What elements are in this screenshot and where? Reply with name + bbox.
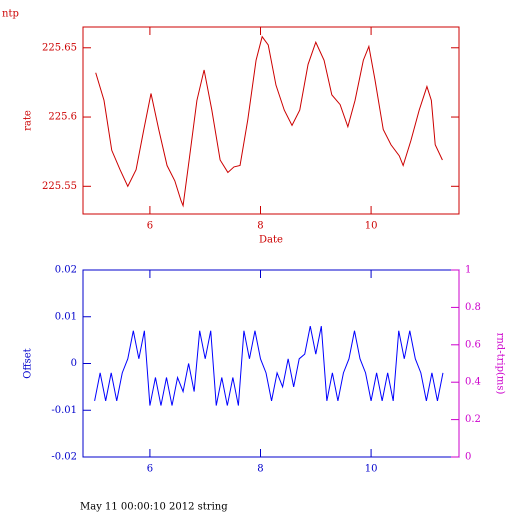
y2-tick-label: 0 — [465, 452, 471, 463]
plot-frame — [82, 26, 460, 215]
y-tick-label: 225.6 — [48, 112, 77, 123]
y-axis-label: rate — [23, 110, 34, 131]
x-tick-label: 8 — [257, 464, 263, 475]
y2-tick-label: 0.8 — [465, 302, 481, 313]
y-tick-label: -0.01 — [51, 405, 77, 416]
footer: May 11 00:00:10 2012 string — [80, 502, 228, 512]
x-axis-label: Date — [259, 235, 283, 246]
y-axis-label: Offset — [23, 348, 34, 378]
x-tick-label: 6 — [147, 221, 153, 232]
plot-frame — [82, 269, 460, 458]
x-tick-label: 10 — [365, 464, 378, 475]
x-tick-label: 10 — [365, 221, 378, 232]
chart-title: ntp — [2, 9, 19, 20]
y-tick-label: 0.02 — [55, 265, 77, 276]
data-line — [94, 326, 444, 406]
y-tick-label: -0.02 — [51, 452, 77, 463]
y2-tick-label: 1 — [465, 265, 471, 276]
y-tick-label: 225.55 — [42, 181, 77, 192]
y2-tick-label: 0.4 — [465, 377, 481, 388]
x-tick-label: 6 — [147, 464, 153, 475]
y2-axis-label: rnd-trip(ms) — [495, 333, 506, 395]
y2-tick-label: 0.2 — [465, 414, 481, 425]
y-tick-label: 0 — [71, 358, 77, 369]
y2-tick-label: 0.6 — [465, 339, 481, 350]
data-line — [95, 35, 443, 208]
y-tick-label: 0.01 — [55, 311, 77, 322]
x-tick-label: 8 — [257, 221, 263, 232]
y-tick-label: 225.65 — [42, 42, 77, 53]
